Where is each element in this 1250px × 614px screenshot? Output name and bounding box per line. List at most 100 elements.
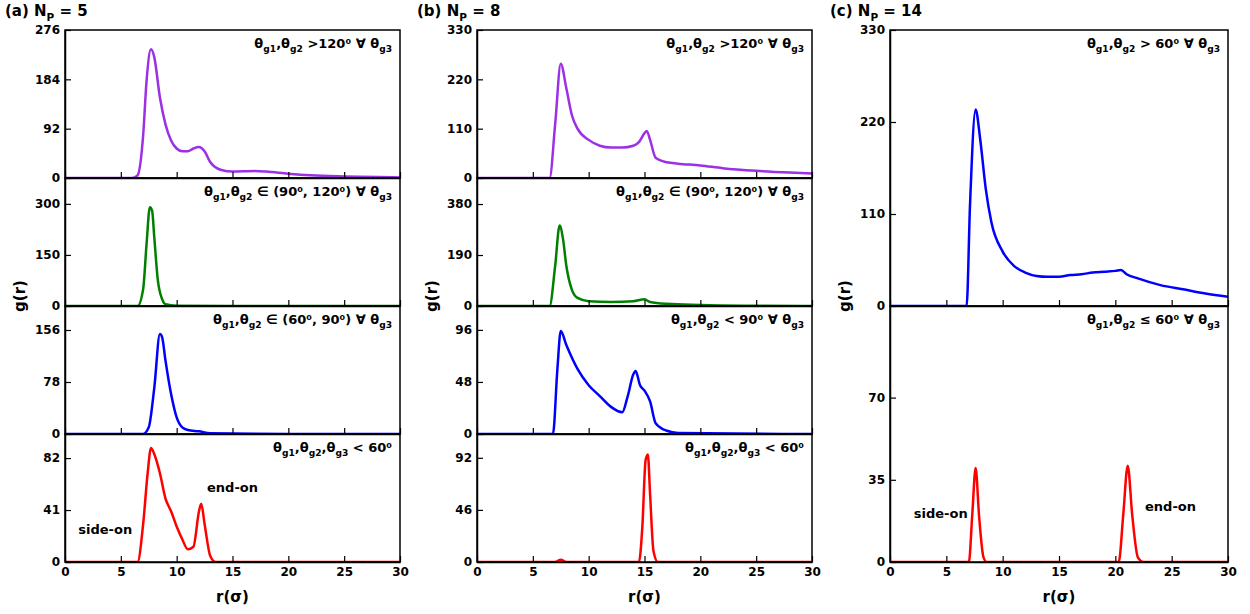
text-run: (b) N [417, 2, 459, 20]
y-axis: 0110220330 [860, 23, 896, 313]
text-run: ,θ [707, 440, 721, 455]
x-tick [1228, 300, 1229, 306]
x-tick: 5 [943, 556, 951, 579]
x-tick-mark [1003, 300, 1004, 306]
x-tick [1172, 300, 1173, 306]
subscript: g1 [222, 320, 235, 330]
y-tick-mark [65, 79, 71, 80]
y-axis: 092184276 [35, 23, 71, 185]
y-axis: 04896 [455, 307, 483, 442]
x-tick-mark [288, 172, 289, 178]
subscript: g3 [335, 448, 348, 458]
rdf-line [890, 109, 1228, 306]
text-run: θ [213, 312, 222, 327]
text-run: ≤ 60⁰ ∀ θ [1135, 312, 1207, 327]
x-tick: 30 [1220, 556, 1237, 579]
text-run: ,θ [734, 440, 748, 455]
text-run: ,θ [1109, 36, 1123, 51]
x-axis-title: r(σ) [628, 588, 661, 606]
x-tick-mark [1003, 556, 1004, 562]
x-tick [756, 300, 757, 306]
subscript: g3 [379, 192, 392, 202]
x-tick-label: 0 [473, 565, 481, 579]
subscript: g1 [675, 44, 688, 54]
y-tick-label: 156 [35, 323, 60, 337]
x-tick-mark [400, 428, 401, 434]
condition-label: θg1,θg2 >120⁰ ∀ θg3 [254, 36, 392, 54]
rdf-line [65, 334, 400, 434]
x-tick-mark [812, 428, 813, 434]
x-tick-mark [1228, 556, 1229, 562]
x-tick-label: 15 [1051, 565, 1068, 579]
y-tick: 330 [860, 23, 896, 37]
y-tick: 70 [868, 391, 896, 405]
y-tick: 48 [455, 375, 483, 389]
x-tick-label: 5 [529, 565, 537, 579]
x-tick-mark [1059, 556, 1060, 562]
x-tick [344, 172, 345, 178]
y-tick-label: 150 [35, 248, 60, 262]
panel-title: (b) NP = 8 [417, 2, 500, 23]
text-run: ,θ [276, 36, 290, 51]
x-tick-label: 25 [748, 565, 765, 579]
subscript: g1 [1096, 44, 1109, 54]
x-tick [589, 428, 590, 434]
x-tick [645, 300, 646, 306]
subscript: g2 [652, 192, 665, 202]
x-tick-mark [644, 556, 645, 562]
x-tick [1115, 300, 1116, 306]
subscript: g2 [309, 448, 322, 458]
plot-area [890, 109, 1228, 306]
x-tick [288, 428, 289, 434]
plot-area [65, 334, 400, 434]
x-tick-mark [1172, 300, 1173, 306]
text-run: (c) N [830, 2, 870, 20]
configuration-label: end-on [207, 480, 258, 495]
y-tick-label: 96 [455, 323, 472, 337]
y-axis-line [477, 307, 479, 435]
x-tick-mark [700, 556, 701, 562]
panel: 0190380θg1,θg2 ∈ (90⁰, 120⁰) ∀ θg3 [447, 178, 813, 313]
x-tick-mark [65, 556, 66, 562]
x-tick [645, 172, 646, 178]
y-tick-mark [477, 382, 483, 383]
panel: 03570051015202530θg1,θg2 ≤ 60⁰ ∀ θg3side… [868, 306, 1237, 579]
y-tick: 96 [455, 323, 483, 337]
panel: 092184276 θg1,θg2 >120⁰ ∀ θg3 [35, 23, 401, 185]
figure: 092184276θg1,θg2 >120⁰ ∀ θg3(a) NP = 5g(… [0, 0, 1250, 614]
text-run: θ [671, 312, 680, 327]
x-axis-title: r(σ) [216, 588, 249, 606]
x-tick-label: 5 [943, 565, 951, 579]
text-run: = 8 [467, 2, 500, 20]
y-tick-label: 0 [52, 555, 60, 569]
panel: 0150300θg1,θg2 ∈ (90⁰, 120⁰) ∀ θg3 [35, 178, 401, 313]
x-tick [756, 172, 757, 178]
x-tick: 10 [995, 556, 1012, 579]
rdf-line [65, 448, 400, 562]
x-tick: 15 [637, 556, 654, 579]
text-run: > 60⁰ ∀ θ [1135, 36, 1207, 51]
x-tick [946, 300, 947, 306]
x-tick-label: 10 [581, 565, 598, 579]
y-axis-title: g(r) [11, 280, 29, 312]
y-tick-label: 330 [447, 23, 472, 37]
configuration-label: end-on [1145, 499, 1196, 514]
text-run: ,θ [688, 36, 702, 51]
y-tick: 190 [447, 248, 483, 262]
y-tick-mark [477, 255, 483, 256]
x-tick-mark [1115, 300, 1116, 306]
rdf-line [890, 466, 1228, 562]
text-run: θ [1087, 312, 1096, 327]
text-run: θ [666, 36, 675, 51]
text-run: ,θ [693, 312, 707, 327]
y-tick-mark [65, 129, 71, 130]
x-tick [121, 428, 122, 434]
x-tick-mark [589, 428, 590, 434]
y-tick-mark [890, 122, 896, 123]
condition-label: θg1,θg2 ∈ (60⁰, 90⁰) ∀ θg3 [213, 312, 392, 330]
y-tick-mark [890, 480, 896, 481]
subscript: g3 [379, 320, 392, 330]
y-tick-label: 0 [464, 555, 472, 569]
text-run: θ [254, 36, 263, 51]
subscript: g1 [625, 192, 638, 202]
